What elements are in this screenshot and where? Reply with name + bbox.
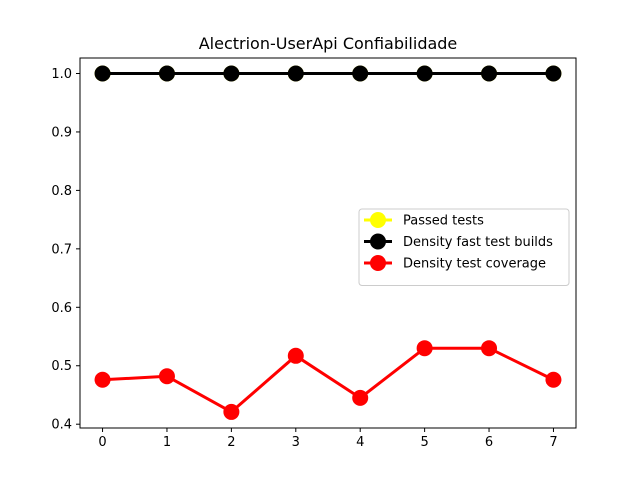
x-tick-label: 3: [292, 435, 300, 450]
data-point: [352, 65, 369, 82]
legend-marker: [370, 212, 386, 228]
legend-label: Density fast test builds: [403, 235, 553, 250]
data-point: [223, 65, 240, 82]
legend-item: Density fast test builds: [364, 233, 553, 250]
y-tick-label: 0.8: [51, 184, 72, 199]
series-density-fast-test-builds: [94, 65, 562, 82]
data-point: [94, 65, 111, 82]
legend-item: Passed tests: [364, 212, 484, 229]
series-density-test-coverage: [94, 340, 562, 420]
data-point: [287, 347, 304, 364]
plot-area-frame: [79, 57, 577, 429]
y-tick-label: 0.9: [51, 125, 72, 140]
data-point: [481, 340, 498, 357]
y-tick-label: 0.5: [51, 359, 72, 374]
series-layer: [94, 65, 562, 420]
y-tick-label: 0.7: [51, 242, 72, 257]
x-tick-label: 1: [163, 435, 171, 450]
data-point: [545, 65, 562, 82]
y-tick-label: 1.0: [51, 67, 72, 82]
legend-marker: [370, 233, 386, 250]
data-point: [94, 371, 111, 388]
data-point: [158, 368, 175, 385]
x-axis: 0 1 2 3 4 5 6 7: [98, 428, 558, 450]
y-axis: 0.4 0.5 0.6 0.7 0.8 0.9 1.0: [51, 67, 80, 433]
x-tick-label: 5: [420, 435, 428, 450]
x-tick-label: 0: [98, 435, 106, 450]
data-point: [545, 371, 562, 388]
series-line: [102, 346, 555, 414]
legend-marker: [370, 255, 386, 271]
data-point: [158, 65, 175, 82]
chart-title: Alectrion-UserApi Confiabilidade: [199, 34, 458, 53]
legend-box: [358, 208, 570, 286]
data-point: [481, 65, 498, 82]
x-tick-label: 2: [227, 435, 235, 450]
data-point: [416, 340, 433, 357]
y-tick-label: 0.6: [51, 301, 72, 316]
x-tick-label: 7: [549, 435, 557, 450]
y-tick-label: 0.4: [51, 418, 72, 433]
data-point: [287, 65, 304, 82]
data-point: [223, 403, 240, 420]
data-point: [416, 65, 433, 82]
legend: Passed tests Density fast test builds Dens…: [358, 208, 570, 286]
x-tick-label: 4: [356, 435, 364, 450]
legend-item: Density test coverage: [364, 255, 546, 272]
legend-label: Density test coverage: [403, 257, 546, 272]
x-tick-label: 6: [485, 435, 493, 450]
legend-label: Passed tests: [403, 214, 484, 229]
data-point: [352, 389, 369, 406]
